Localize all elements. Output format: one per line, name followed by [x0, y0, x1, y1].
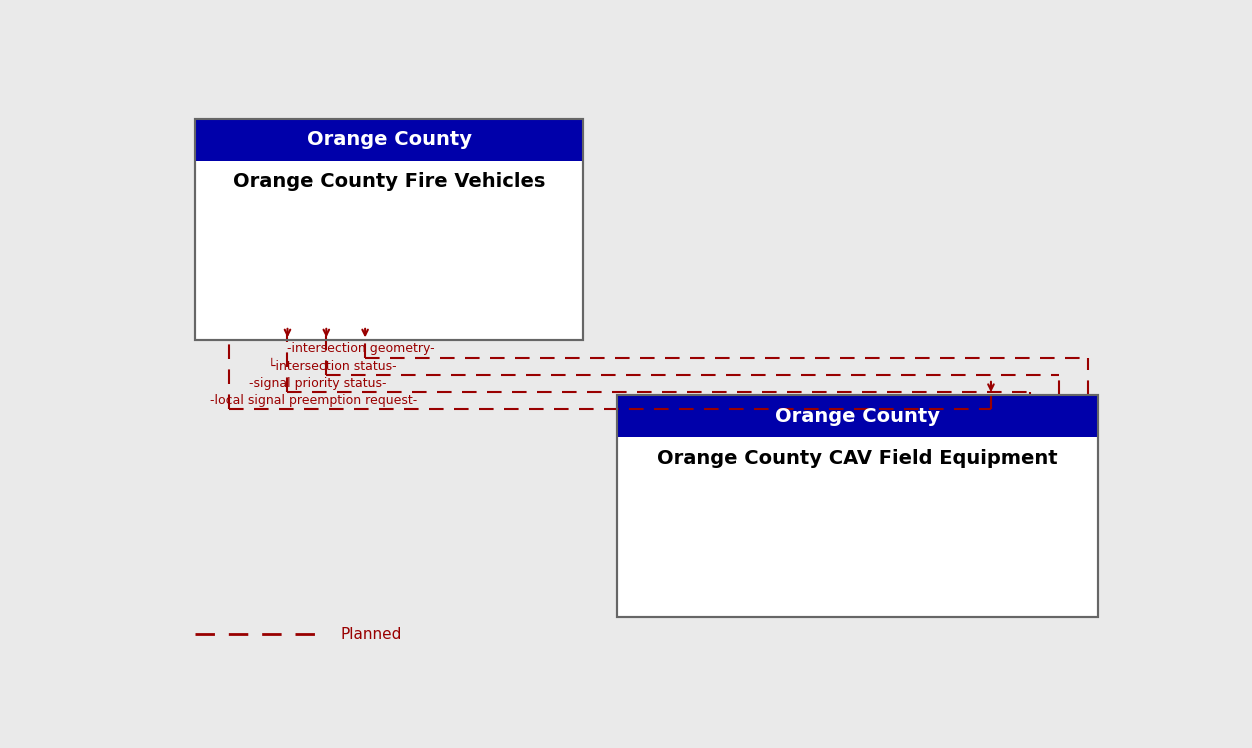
Text: -intersection geometry-: -intersection geometry-	[288, 343, 436, 355]
Bar	[195, 119, 583, 161]
Bar	[617, 395, 1098, 437]
Bar	[617, 395, 1098, 617]
Bar	[195, 119, 583, 340]
Text: └intersection status-: └intersection status-	[268, 360, 397, 373]
Text: Orange County: Orange County	[775, 407, 940, 426]
Text: Planned: Planned	[341, 627, 402, 642]
Text: -local signal preemption request-: -local signal preemption request-	[210, 394, 417, 407]
Text: -signal priority status-: -signal priority status-	[249, 377, 386, 390]
Bar	[195, 119, 583, 340]
Bar	[617, 395, 1098, 617]
Text: Orange County Fire Vehicles: Orange County Fire Vehicles	[233, 172, 546, 191]
Text: Orange County: Orange County	[307, 130, 472, 149]
Text: Orange County CAV Field Equipment: Orange County CAV Field Equipment	[657, 449, 1058, 468]
